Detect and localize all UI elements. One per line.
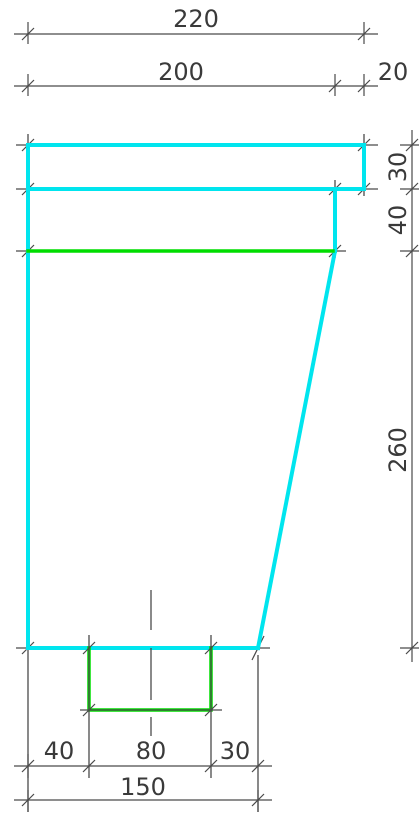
dim-bottom-mid-label: 80: [136, 737, 167, 765]
green-elements: [26, 249, 335, 712]
dim-top-extra-label: 20: [378, 58, 409, 86]
dim-bottom-left-label: 40: [44, 737, 75, 765]
extension-lines: [16, 134, 378, 661]
dim-right-top-label: 30: [384, 152, 412, 183]
dim-bottom-right-label: 30: [220, 737, 251, 765]
dim-bottom-overall: 150: [14, 773, 272, 812]
dim-right-mid-label: 40: [384, 205, 412, 236]
dim-top-overall-label: 220: [173, 5, 219, 33]
dim-right-main-label: 260: [384, 427, 412, 473]
dim-bottom-overall-label: 150: [120, 773, 166, 801]
section-outline: [26, 143, 366, 651]
dim-top-overall: 220: [14, 5, 378, 44]
dim-top-main-label: 200: [158, 58, 204, 86]
dim-top-split: 200 20: [14, 58, 408, 96]
dim-bottom-split: 40 80 30: [14, 737, 272, 778]
dim-right: 30 40 260: [384, 130, 419, 662]
notch-construction: [27, 590, 259, 812]
